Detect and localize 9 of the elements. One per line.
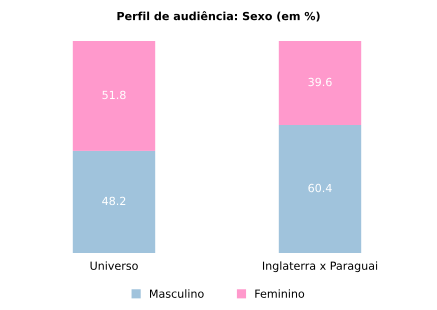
x-tick-label: Inglaterra x Paraguai xyxy=(262,261,378,272)
data-label: 48.2 xyxy=(102,196,126,206)
legend-label: Masculino xyxy=(150,289,204,298)
data-label: 51.8 xyxy=(102,90,126,100)
x-tick-label: Universo xyxy=(90,261,138,270)
data-label: 60.4 xyxy=(308,184,332,192)
legend-label: Feminino xyxy=(255,289,304,298)
chart-title: Perfil de audiência: Sexo (em %) xyxy=(117,11,320,22)
data-label: 39.6 xyxy=(308,78,332,86)
